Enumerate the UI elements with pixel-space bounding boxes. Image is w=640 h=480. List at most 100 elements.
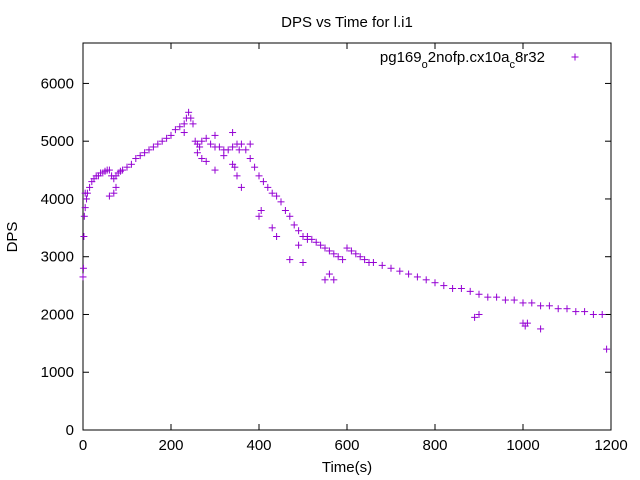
y-tick-label: 0: [66, 422, 74, 439]
data-point: [422, 276, 430, 284]
data-point: [81, 189, 89, 197]
data-point: [484, 293, 492, 301]
x-tick: 600: [334, 43, 360, 454]
data-point: [317, 241, 325, 249]
y-tick: 4000: [41, 191, 611, 208]
data-point: [229, 143, 237, 151]
x-axis-ticks: 0 200 400 600 800 1000 1200: [79, 43, 628, 454]
data-point: [86, 183, 94, 191]
data-point: [80, 233, 88, 240]
x-tick-label: 600: [334, 437, 359, 454]
x-tick: 800: [422, 43, 448, 454]
data-point: [112, 183, 120, 191]
data-point: [259, 178, 267, 186]
data-point: [356, 253, 364, 261]
data-point: [603, 345, 611, 353]
data-point: [211, 166, 219, 174]
data-point: [273, 233, 281, 240]
x-tick-label: 1200: [594, 437, 627, 454]
y-tick: 3000: [41, 249, 611, 266]
y-tick: 0: [66, 422, 611, 439]
x-tick: 0: [79, 43, 87, 454]
data-point: [167, 131, 175, 139]
data-point: [431, 279, 439, 287]
data-point: [369, 258, 377, 266]
data-point: [413, 273, 421, 281]
data-point: [378, 261, 386, 269]
data-point: [295, 227, 303, 235]
data-point: [80, 212, 88, 220]
data-point: [277, 198, 285, 206]
data-point: [211, 131, 219, 139]
data-point: [233, 172, 241, 180]
data-point: [273, 192, 281, 200]
data-point: [493, 293, 501, 301]
data-point: [286, 212, 294, 220]
data-point: [387, 264, 395, 272]
data-point: [299, 258, 307, 266]
data-point: [457, 284, 465, 292]
data-point: [176, 123, 184, 131]
data-point: [475, 290, 483, 298]
data-point: [339, 256, 347, 264]
data-point: [110, 189, 118, 197]
data-point: [196, 143, 204, 151]
data-point: [396, 267, 404, 275]
data-point: [281, 207, 289, 215]
data-point: [242, 146, 250, 154]
data-point: [330, 250, 338, 258]
data-point: [352, 250, 360, 258]
data-point: [141, 149, 149, 157]
x-axis-label: Time(s): [322, 459, 372, 476]
y-tick: 6000: [41, 75, 611, 92]
data-point: [119, 166, 127, 174]
data-point: [563, 305, 571, 313]
data-point: [180, 129, 188, 137]
y-tick-label: 4000: [41, 191, 74, 208]
data-point: [519, 299, 527, 307]
plot-frame: [82, 42, 612, 431]
data-point: [154, 140, 162, 148]
legend-label: pg169o2nofp.cx10ac8r32: [380, 49, 545, 71]
data-point: [198, 155, 206, 163]
data-point: [321, 244, 329, 252]
data-point: [290, 221, 298, 229]
data-point: [231, 163, 239, 171]
data-point: [136, 152, 144, 160]
data-point: [286, 256, 294, 264]
data-point: [589, 310, 597, 318]
data-point: [235, 146, 243, 154]
data-point: [510, 296, 518, 304]
data-point: [251, 163, 259, 171]
data-point: [440, 282, 448, 290]
data-point: [501, 296, 509, 304]
y-tick-label: 3000: [41, 249, 74, 266]
data-point: [598, 310, 606, 318]
x-tick-label: 0: [79, 437, 87, 454]
y-tick-label: 5000: [41, 133, 74, 150]
data-point: [163, 134, 171, 142]
data-point: [105, 166, 113, 174]
x-tick-label: 400: [246, 437, 271, 454]
data-point: [187, 114, 195, 122]
data-point: [229, 129, 237, 137]
data-point: [246, 155, 254, 163]
data-point: [528, 299, 536, 307]
data-point: [449, 284, 457, 292]
y-tick-label: 6000: [41, 75, 74, 92]
data-point: [79, 273, 87, 281]
y-tick-label: 1000: [41, 364, 74, 381]
x-tick-label: 800: [422, 437, 447, 454]
data-point: [325, 247, 333, 255]
data-point: [537, 302, 545, 310]
x-tick-label: 1000: [506, 437, 539, 454]
y-tick: 2000: [41, 306, 611, 323]
data-point: [149, 143, 157, 151]
legend-marker: [571, 53, 579, 61]
data-point: [158, 137, 166, 145]
data-point: [189, 120, 197, 128]
data-point: [475, 310, 483, 318]
data-point: [79, 264, 87, 272]
legend: pg169o2nofp.cx10ac8r32: [380, 49, 579, 71]
data-point: [237, 140, 245, 148]
